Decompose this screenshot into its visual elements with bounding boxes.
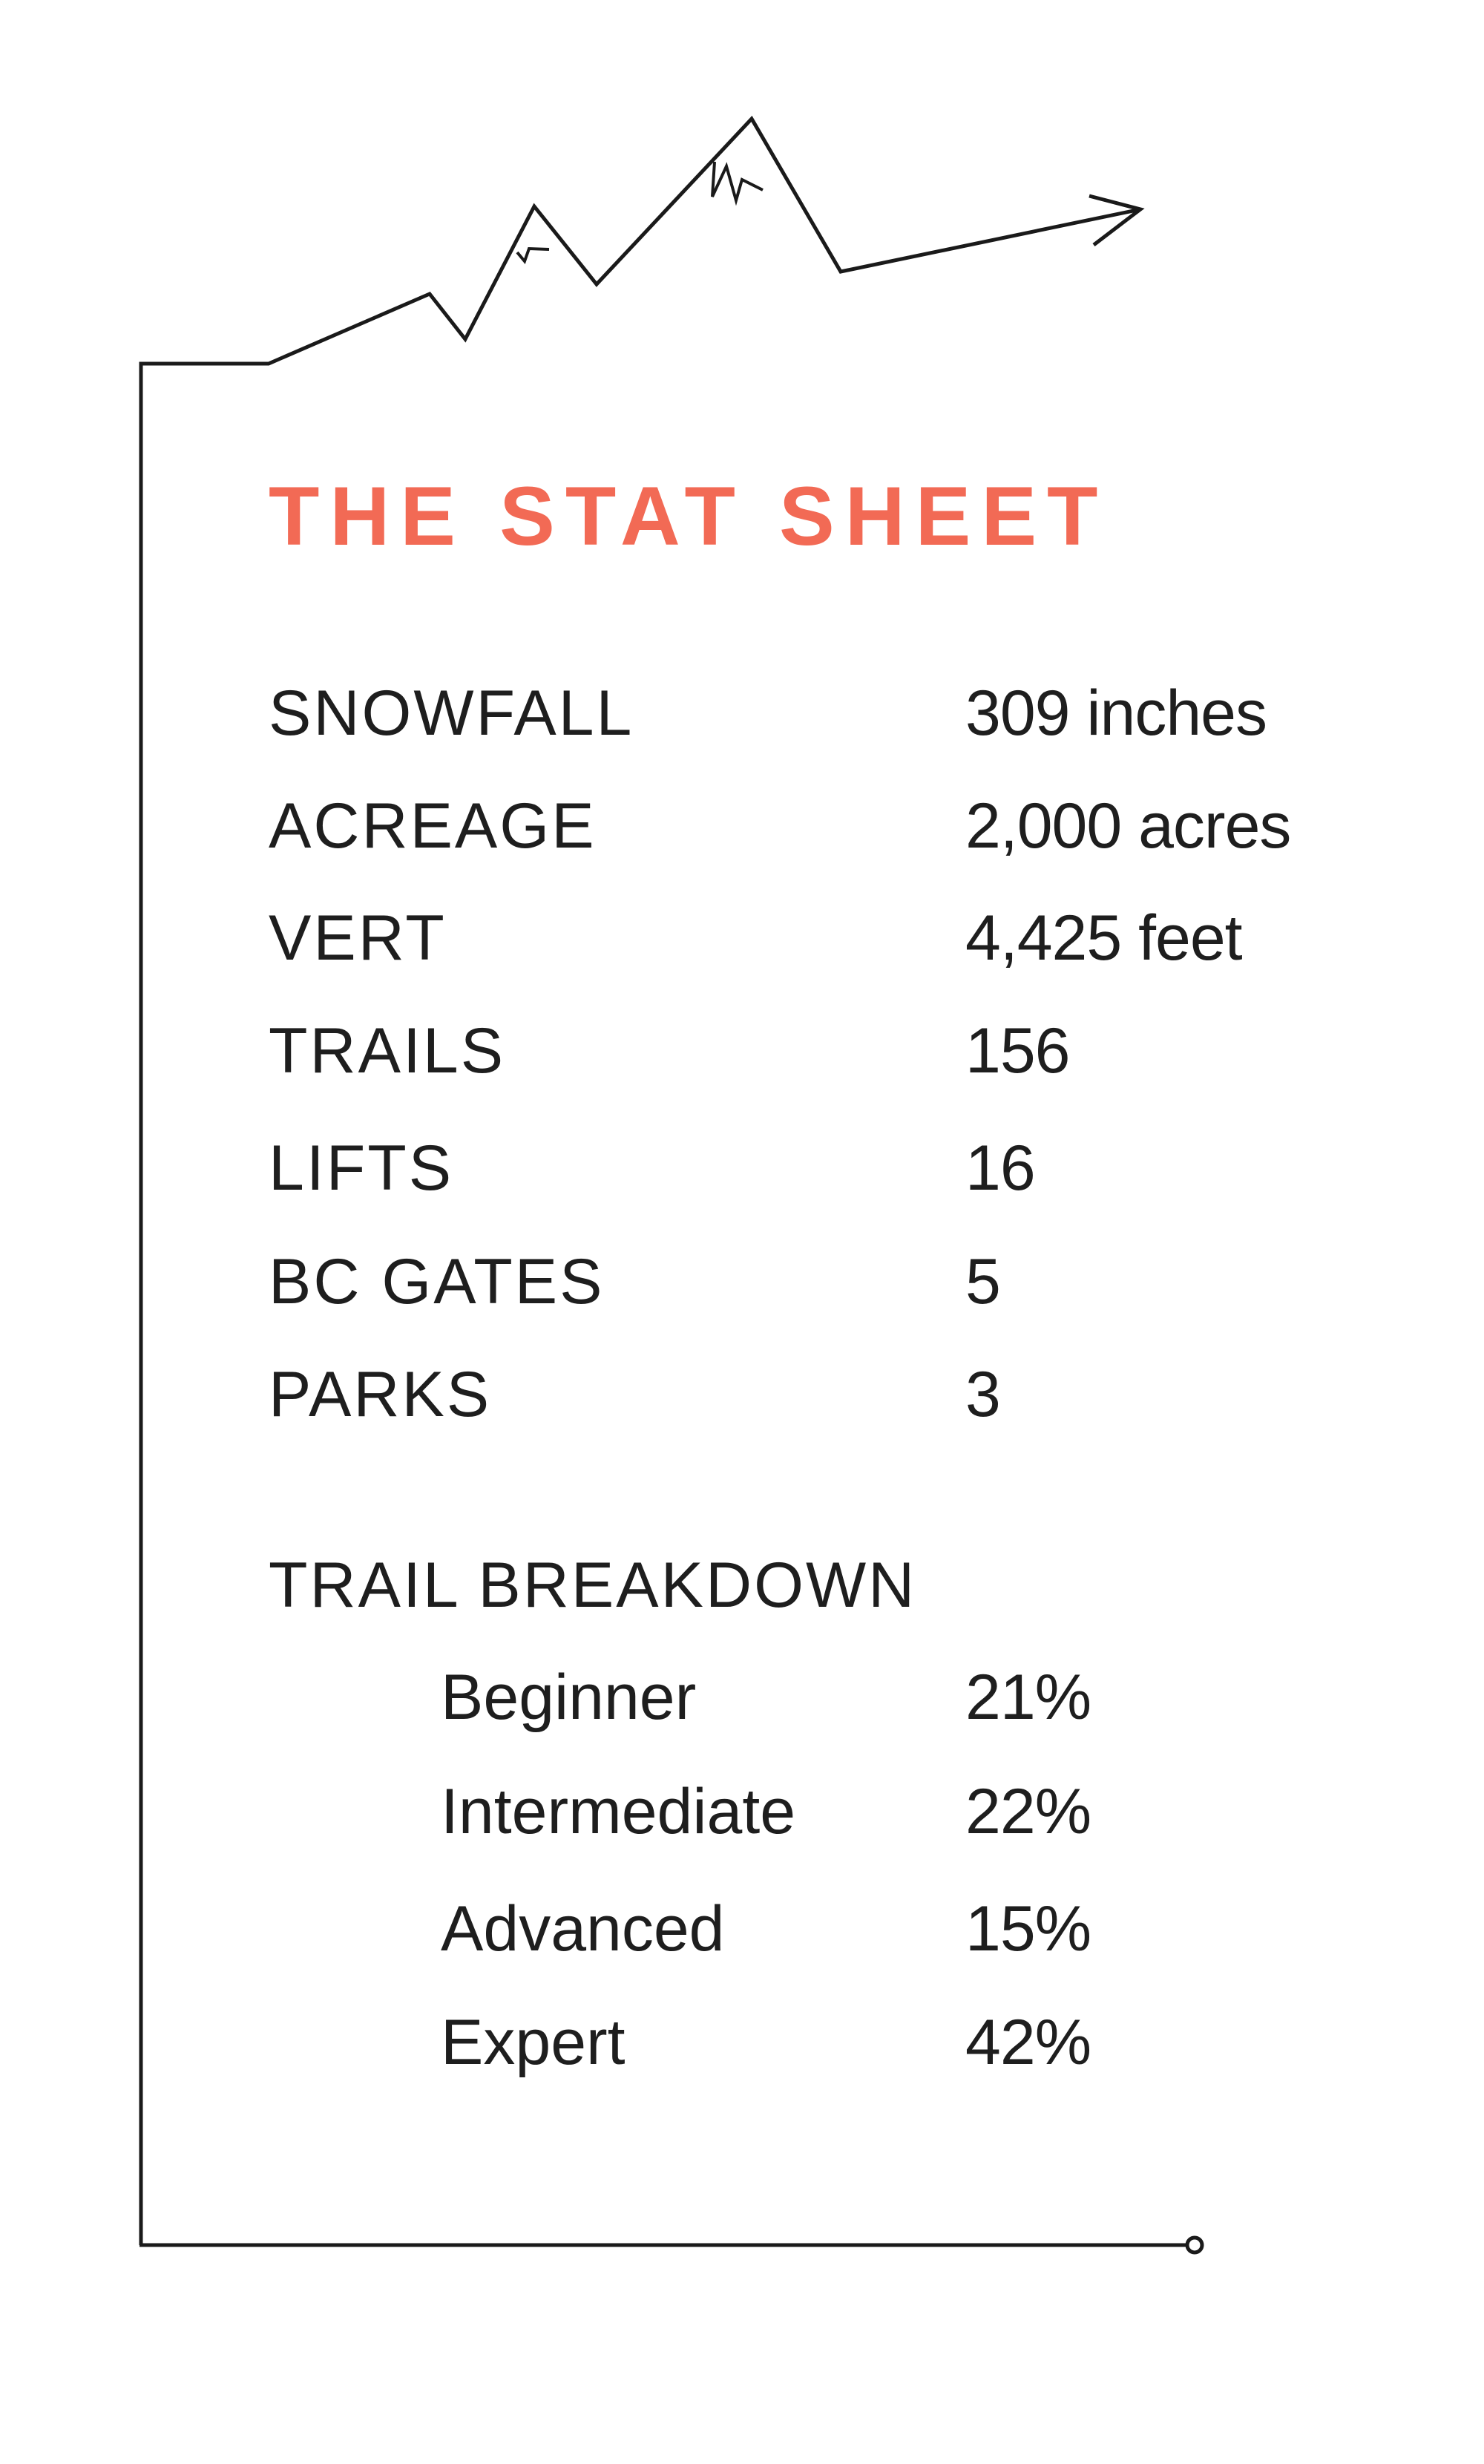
- breakdown-label-advanced: Advanced: [441, 1893, 725, 1965]
- trail-breakdown-heading: TRAIL BREAKDOWN: [269, 1550, 917, 1621]
- breakdown-label-intermediate: Intermediate: [441, 1776, 796, 1847]
- breakdown-value-expert: 42%: [965, 2007, 1091, 2078]
- arrowhead-icon: [1089, 194, 1145, 246]
- breakdown-value-beginner: 21%: [965, 1662, 1091, 1733]
- snowcap-right-icon: [711, 161, 764, 206]
- stat-label-lifts: LIFTS: [269, 1133, 454, 1204]
- breakdown-label-beginner: Beginner: [441, 1662, 697, 1733]
- stat-label-bc-gates: BC GATES: [269, 1246, 605, 1317]
- stat-value-parks: 3: [965, 1359, 1001, 1430]
- snowcap-left-icon: [516, 246, 550, 264]
- breakdown-value-intermediate: 22%: [965, 1776, 1091, 1847]
- breakdown-value-advanced: 15%: [965, 1893, 1091, 1965]
- stat-label-vert: VERT: [269, 902, 447, 974]
- stat-label-snowfall: SNOWFALL: [269, 678, 634, 749]
- stat-label-trails: TRAILS: [269, 1015, 506, 1087]
- stat-value-snowfall: 309 inches: [965, 678, 1267, 749]
- stat-value-trails: 156: [965, 1015, 1070, 1087]
- line-end-circle-icon: [1185, 2235, 1204, 2255]
- stat-label-parks: PARKS: [269, 1359, 492, 1430]
- page-title: THE STAT SHEET: [269, 470, 1109, 563]
- breakdown-label-expert: Expert: [441, 2007, 626, 2078]
- stat-value-lifts: 16: [965, 1133, 1036, 1204]
- stat-value-acreage: 2,000 acres: [965, 790, 1291, 862]
- stat-value-vert: 4,425 feet: [965, 902, 1243, 974]
- mountain-line: [139, 115, 1141, 2245]
- stat-value-bc-gates: 5: [965, 1246, 1001, 1317]
- stat-label-acreage: ACREAGE: [269, 790, 597, 862]
